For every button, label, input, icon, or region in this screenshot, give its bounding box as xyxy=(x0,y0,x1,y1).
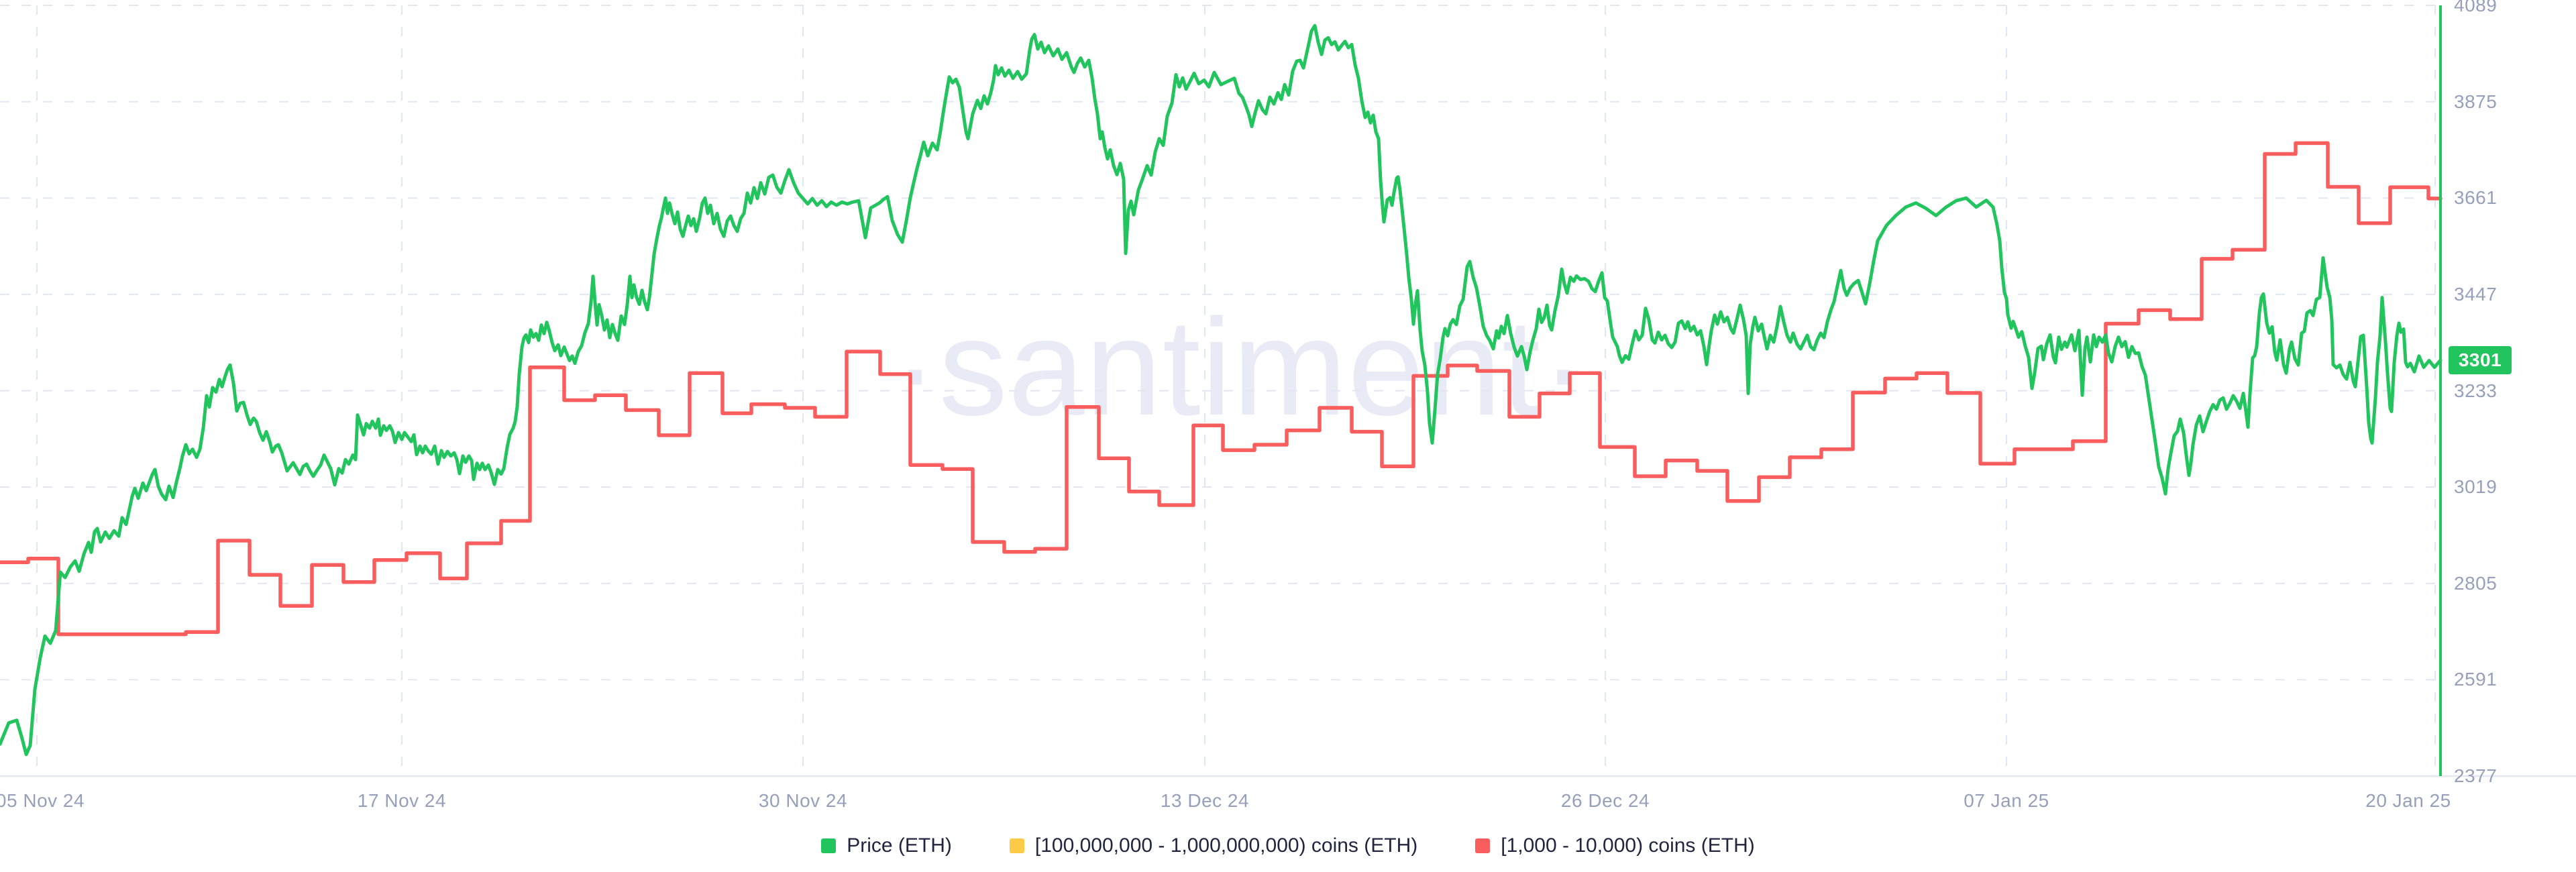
legend-label: Price (ETH) xyxy=(847,834,952,857)
y-tick-label: 3661 xyxy=(2454,187,2498,209)
legend-item[interactable]: Price (ETH) xyxy=(821,834,952,857)
x-tick-label: 20 Jan 25 xyxy=(2365,790,2451,811)
legend-label: [1,000 - 10,000) coins (ETH) xyxy=(1501,834,1755,857)
vertical-gridlines xyxy=(36,5,2436,776)
x-tick-label: 17 Nov 24 xyxy=(357,790,447,811)
y-tick-label: 3233 xyxy=(2454,380,2498,401)
x-tick-label: 30 Nov 24 xyxy=(758,790,848,811)
legend-swatch-icon xyxy=(821,838,837,853)
legend-item[interactable]: [1,000 - 10,000) coins (ETH) xyxy=(1475,834,1755,857)
legend-swatch-icon xyxy=(1009,838,1024,853)
x-tick-label: 05 Nov 24 xyxy=(0,790,85,811)
price-eth-line[interactable] xyxy=(0,23,2443,757)
y-tick-label: 3875 xyxy=(2454,91,2498,112)
y-tick-label: 2591 xyxy=(2454,669,2498,690)
y-tick-label: 2377 xyxy=(2454,765,2498,786)
legend-item[interactable]: [100,000,000 - 1,000,000,000) coins (ETH… xyxy=(1009,834,1418,857)
y-tick-label: 3447 xyxy=(2454,283,2498,305)
legend-label: [100,000,000 - 1,000,000,000) coins (ETH… xyxy=(1034,834,1418,857)
current-price-badge: 3301 xyxy=(2449,345,2512,374)
legend-swatch-icon xyxy=(1475,838,1491,853)
x-tick-label: 07 Jan 25 xyxy=(1964,790,2049,811)
x-tick-label: 13 Dec 24 xyxy=(1160,790,1250,811)
red-coins-line[interactable] xyxy=(0,141,2443,637)
x-tick-label: 26 Dec 24 xyxy=(1560,790,1650,811)
y-tick-label: 4089 xyxy=(2454,0,2498,15)
y-tick-label: 2805 xyxy=(2454,572,2498,594)
chart-legend: Price (ETH) [100,000,000 - 1,000,000,000)… xyxy=(0,830,2576,861)
y-tick-label: 3019 xyxy=(2454,476,2498,498)
